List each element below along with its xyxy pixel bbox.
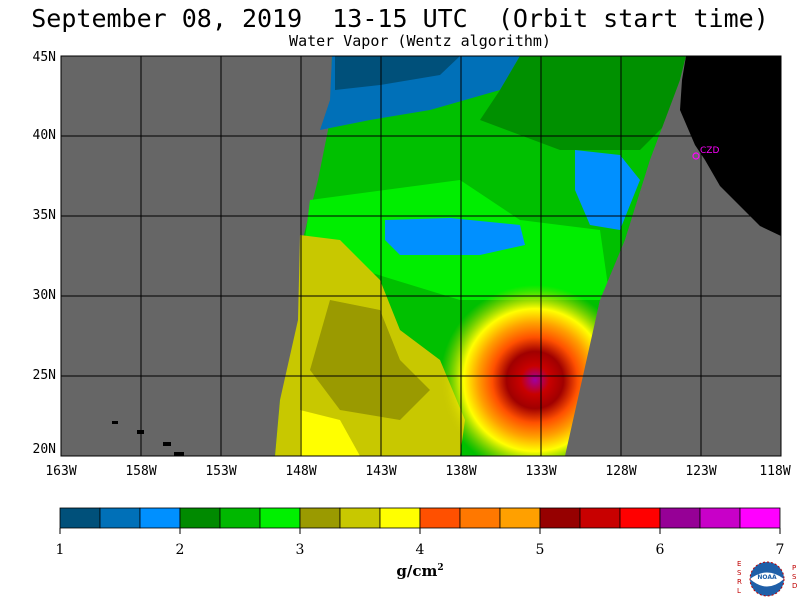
map-title: September 08, 2019 13-15 UTC (Orbit star… [31, 4, 769, 33]
colorbar [59, 507, 781, 534]
colorbar-swatch [459, 507, 501, 529]
colorbar-units: g/cm2 [380, 562, 460, 580]
logo-center-text: NOAA [757, 574, 777, 581]
colorbar-swatch [139, 507, 181, 529]
colorbar-swatch [499, 507, 541, 529]
map-field [61, 56, 781, 456]
lon-label-158w: 158W [125, 464, 157, 479]
map-subtitle: Water Vapor (Wentz algorithm) [289, 32, 551, 50]
lon-label-153w: 153W [205, 464, 237, 479]
colorbar-swatch [299, 507, 341, 529]
colorbar-tick-5: 5 [535, 542, 545, 558]
swath-olive [310, 300, 430, 420]
noaa-esrl-logo: ESRL PSD NOAA [736, 558, 798, 598]
colorbar-swatch [659, 507, 701, 529]
map-grid [61, 56, 781, 456]
island-kauai [112, 421, 118, 424]
lon-label-163w: 163W [45, 464, 77, 479]
blob-blue-2 [385, 218, 525, 255]
lat-label-35n: 35N [32, 208, 56, 223]
colorbar-tick-4: 4 [415, 542, 425, 558]
colorbar-swatch [419, 507, 461, 529]
lon-label-123w: 123W [685, 464, 717, 479]
logo-right-letters: PSD [792, 564, 798, 590]
colorbar-swatch [259, 507, 301, 529]
lat-label-25n: 25N [32, 368, 56, 383]
colorbar-swatch [99, 507, 141, 529]
colorbar-swatch [379, 507, 421, 529]
station-marker-icon [692, 152, 700, 160]
colorbar-tick-7: 7 [775, 542, 785, 558]
logo-left-letters: ESRL [737, 560, 742, 595]
units-text: g/cm [396, 562, 438, 580]
colorbar-swatch [339, 507, 381, 529]
lon-label-138w: 138W [445, 464, 477, 479]
colorbar-swatch [579, 507, 621, 529]
noaa-logo-icon [749, 561, 785, 597]
lon-label-148w: 148W [285, 464, 317, 479]
swath-dark-blue [335, 56, 460, 90]
lon-label-133w: 133W [525, 464, 557, 479]
land-california [680, 56, 781, 236]
map-frame [60, 55, 782, 457]
colorbar-tick-1: 1 [55, 542, 65, 558]
lon-label-143w: 143W [365, 464, 397, 479]
lat-label-20n: 20N [32, 442, 56, 457]
colorbar-swatch [699, 507, 741, 529]
island-maui [163, 442, 171, 446]
lat-label-40n: 40N [32, 128, 56, 143]
lat-label-30n: 30N [32, 288, 56, 303]
colorbar-tick-6: 6 [655, 542, 665, 558]
island-hawaii [174, 452, 184, 456]
colorbar-swatch [739, 507, 781, 529]
colorbar-tick-3: 3 [295, 542, 305, 558]
blob-blue-1 [575, 150, 640, 230]
lon-label-128w: 128W [605, 464, 637, 479]
lon-label-118w: 118W [759, 464, 791, 479]
swath-yellow-bright [300, 410, 360, 456]
colorbar-swatch [59, 507, 101, 529]
colorbar-swatch [219, 507, 261, 529]
station-label: CZD [700, 146, 720, 156]
swath-green-north [480, 56, 686, 150]
units-exponent: 2 [437, 563, 444, 573]
colorbar-swatch [619, 507, 661, 529]
colorbar-swatch [179, 507, 221, 529]
lat-label-45n: 45N [32, 50, 56, 65]
colorbar-swatch [539, 507, 581, 529]
colorbar-tick-2: 2 [175, 542, 185, 558]
